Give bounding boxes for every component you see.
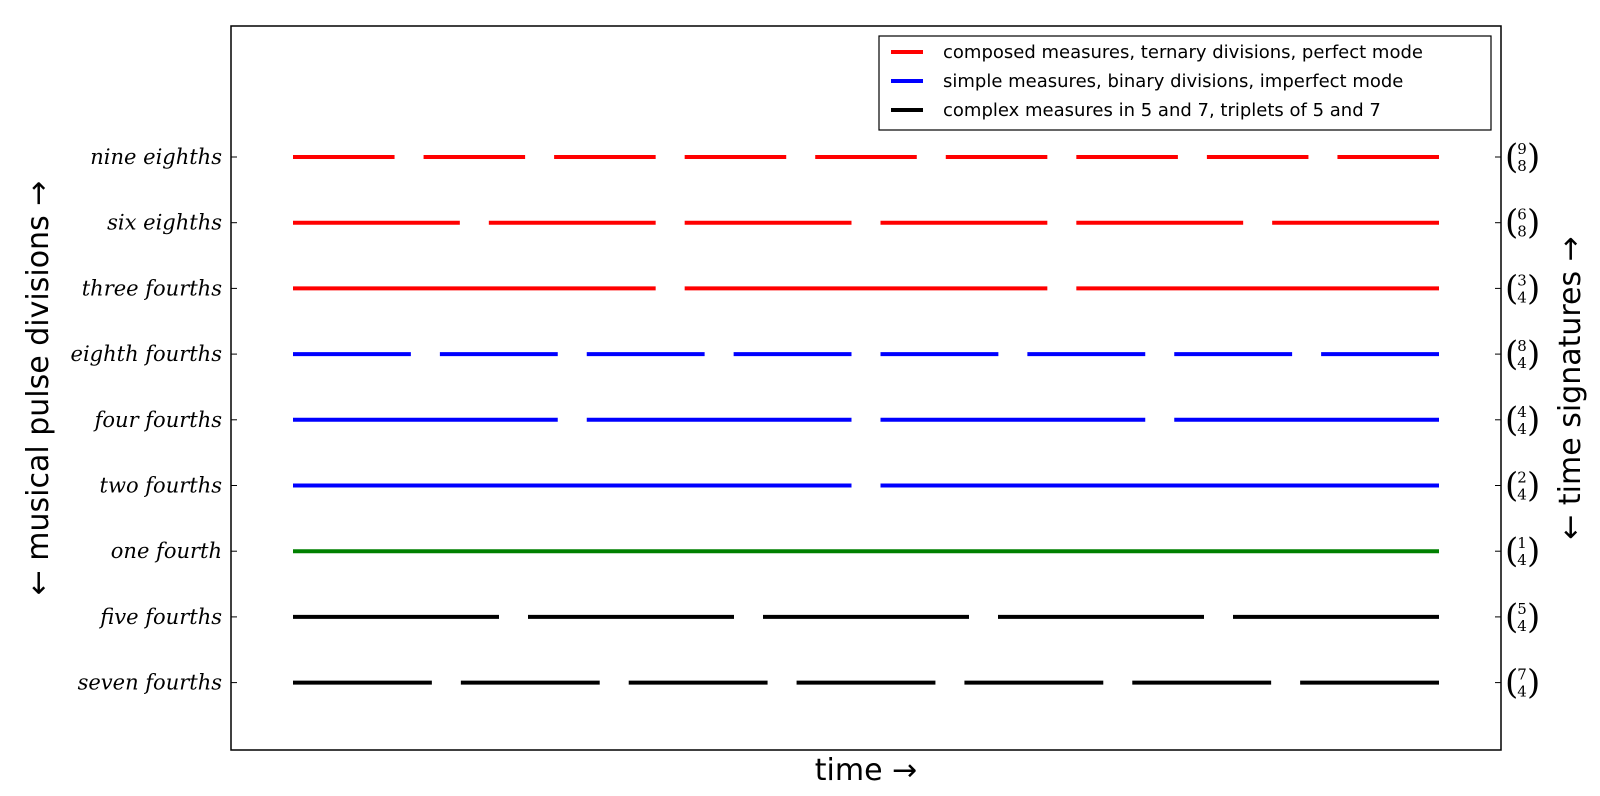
right-axis-label: ← time signatures →	[1553, 236, 1588, 540]
time-signature-five-fourths: (54)	[1505, 597, 1540, 637]
ts-left-paren: (	[1505, 663, 1518, 703]
ts-left-paren: (	[1505, 334, 1518, 374]
legend-label-composed: composed measures, ternary divisions, pe…	[943, 42, 1423, 63]
legend-label-simple: simple measures, binary divisions, imper…	[943, 71, 1403, 92]
ts-right-paren: )	[1527, 663, 1540, 703]
ts-left-paren: (	[1505, 400, 1518, 440]
ts-denominator: 4	[1517, 486, 1527, 504]
ts-right-paren: )	[1527, 268, 1540, 308]
ts-numerator: 7	[1517, 666, 1527, 684]
ts-left-paren: (	[1505, 137, 1518, 177]
ts-right-paren: )	[1527, 466, 1540, 506]
ts-denominator: 4	[1517, 420, 1527, 438]
ts-right-paren: )	[1527, 597, 1540, 637]
y-tick-label-two-fourths: two fourths	[100, 474, 223, 498]
ts-right-paren: )	[1527, 334, 1540, 374]
ts-numerator: 8	[1517, 337, 1527, 355]
time-signature-six-eighths: (68)	[1505, 203, 1540, 243]
time-signature-seven-fourths: (74)	[1505, 663, 1540, 703]
ts-denominator: 4	[1517, 617, 1527, 635]
ts-numerator: 4	[1517, 403, 1527, 421]
ts-left-paren: (	[1505, 466, 1518, 506]
time-signature-two-fourths: (24)	[1505, 466, 1540, 506]
y-axis-label: ← musical pulse divisions →	[21, 181, 56, 596]
y-tick-label-one-fourth: one fourth	[111, 539, 222, 563]
time-signature-nine-eighths: (98)	[1505, 137, 1540, 177]
y-tick-label-four-fourths: four fourths	[93, 408, 223, 432]
ts-numerator: 2	[1517, 469, 1527, 487]
x-axis-label: time →	[815, 753, 917, 788]
ts-denominator: 8	[1517, 157, 1527, 175]
ts-right-paren: )	[1527, 531, 1540, 571]
time-signature-eighth-fourths: (84)	[1505, 334, 1540, 374]
ts-denominator: 4	[1517, 551, 1527, 569]
ts-numerator: 1	[1517, 534, 1527, 552]
series-layer	[293, 155, 1439, 685]
plot-frame	[230, 25, 1502, 751]
ts-left-paren: (	[1505, 203, 1518, 243]
legend-label-complex: complex measures in 5 and 7, triplets of…	[943, 100, 1381, 121]
y-tick-label-six-eighths: six eighths	[107, 211, 222, 235]
y-tick-label-three-fourths: three fourths	[82, 276, 222, 300]
legend: composed measures, ternary divisions, pe…	[878, 35, 1492, 131]
ts-numerator: 3	[1517, 271, 1527, 289]
legend-box	[878, 35, 1492, 131]
ts-numerator: 5	[1517, 600, 1527, 618]
y-tick-label-seven-fourths: seven fourths	[78, 671, 223, 695]
y-tick-layer: nine eighths six eighths three fourths eigh…	[71, 145, 1501, 695]
ts-right-paren: )	[1527, 137, 1540, 177]
ts-right-paren: )	[1527, 203, 1540, 243]
time-signature-three-fourths: (34)	[1505, 268, 1540, 308]
time-signature-one-fourth: (14)	[1505, 531, 1540, 571]
ts-denominator: 4	[1517, 683, 1527, 701]
ts-denominator: 8	[1517, 223, 1527, 241]
ts-left-paren: (	[1505, 531, 1518, 571]
ts-denominator: 4	[1517, 354, 1527, 372]
ts-left-paren: (	[1505, 597, 1518, 637]
y-tick-label-nine-eighths: nine eighths	[90, 145, 222, 169]
y-tick-label-five-fourths: five fourths	[98, 605, 222, 629]
ts-right-paren: )	[1527, 400, 1540, 440]
y-tick-label-eighth-fourths: eighth fourths	[71, 342, 223, 366]
ts-denominator: 4	[1517, 288, 1527, 306]
ts-left-paren: (	[1505, 268, 1518, 308]
right-tick-layer: (98)(68)(34)(84)(44)(24)(14)(54)(74)	[1505, 137, 1540, 703]
time-signature-four-fourths: (44)	[1505, 400, 1540, 440]
ts-numerator: 6	[1517, 206, 1527, 224]
ts-numerator: 9	[1517, 140, 1527, 158]
